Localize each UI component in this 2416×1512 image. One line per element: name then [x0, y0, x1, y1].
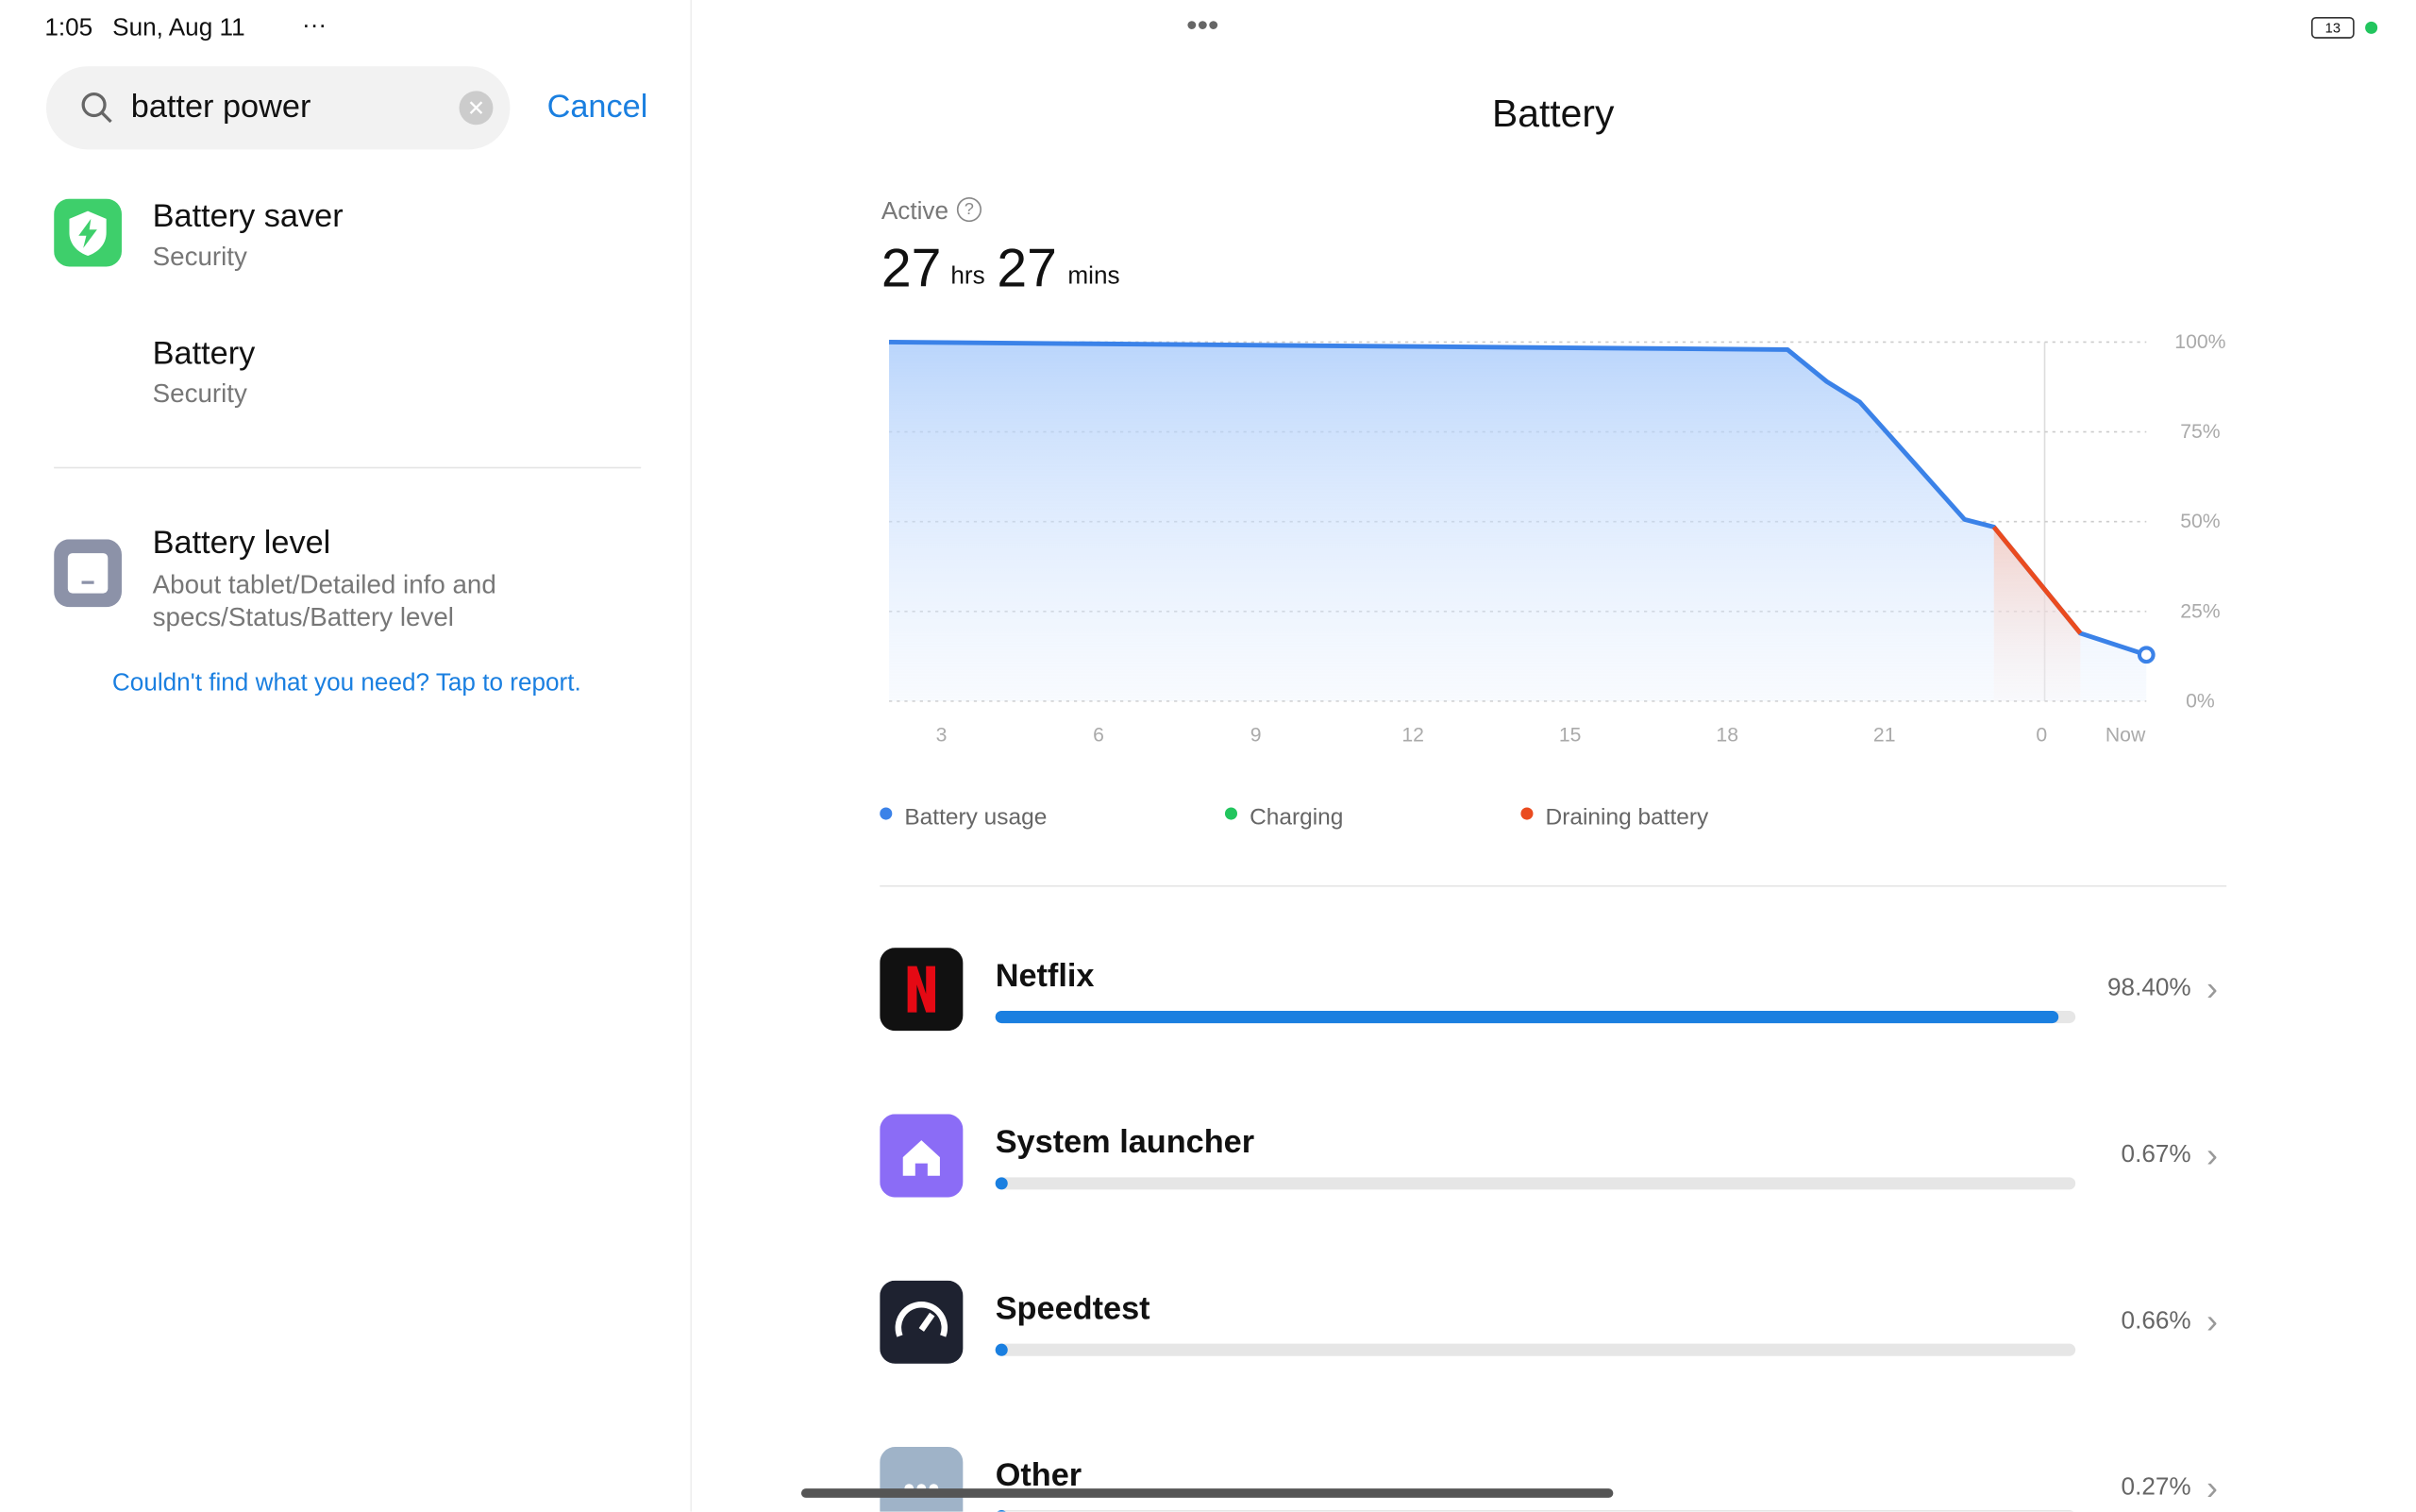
legend-dot: [880, 807, 893, 820]
search-query[interactable]: batter power: [130, 89, 311, 126]
home-indicator[interactable]: [800, 1488, 1614, 1498]
legend-label: Draining battery: [1546, 804, 1709, 830]
x-tick-label: 15: [1559, 724, 1582, 746]
app-name[interactable]: System launcher: [995, 1124, 1255, 1161]
usage-track: [995, 1177, 2076, 1190]
x-tick-label: 21: [1873, 724, 1896, 746]
app-percent: 0.67%: [2121, 1141, 2191, 1168]
legend-label: Battery usage: [904, 804, 1047, 830]
minutes-unit: mins: [1067, 263, 1120, 290]
app-name[interactable]: Speedtest: [995, 1291, 1150, 1327]
result-title[interactable]: Battery: [152, 335, 256, 372]
hours-unit: hrs: [950, 263, 985, 290]
status-more: ···: [301, 12, 327, 39]
x-tick-label: 9: [1250, 724, 1262, 746]
app-percent: 0.66%: [2121, 1308, 2191, 1335]
y-tick-label: 25%: [2180, 600, 2221, 622]
x-tick-label: 3: [936, 724, 948, 746]
usage-bar: [995, 1011, 2058, 1024]
chevron[interactable]: ›: [2206, 1468, 2218, 1507]
result-subtitle: Security: [152, 242, 247, 272]
app-icon: [880, 948, 964, 1032]
status-time: 1:05: [44, 15, 93, 42]
page-title: Battery: [1492, 92, 1615, 136]
report-link[interactable]: Couldn't find what you need? Tap to repo…: [111, 670, 581, 697]
app-percent: 0.27%: [2121, 1474, 2191, 1502]
result-title[interactable]: Battery saver: [152, 198, 344, 235]
y-tick-label: 100%: [2174, 331, 2225, 353]
window-handle[interactable]: •••: [1186, 8, 1219, 43]
result-subtitle: Security: [152, 378, 247, 409]
area: [1993, 527, 2081, 701]
tablet-icon: [54, 539, 122, 608]
chevron[interactable]: ›: [2206, 968, 2218, 1008]
area: [889, 342, 2147, 701]
search-icon: [81, 92, 112, 124]
left-panel: [0, 0, 693, 1512]
active-hours: 27: [881, 239, 942, 299]
x-tick-label: 18: [1716, 724, 1738, 746]
x-tick-label: 6: [1093, 724, 1104, 746]
battery-indicator: 13: [2310, 16, 2355, 39]
legend-dot: [1224, 807, 1238, 820]
current-point: [2137, 646, 2156, 664]
app-icon: [880, 1280, 964, 1364]
chevron[interactable]: ›: [2206, 1302, 2218, 1341]
cancel-button[interactable]: Cancel: [546, 89, 648, 126]
legend-label: Charging: [1250, 804, 1343, 830]
x-tick-label: 12: [1401, 724, 1424, 746]
usage-bar: [995, 1343, 1008, 1356]
app-percent: 98.40%: [2107, 975, 2191, 1002]
help-icon[interactable]: ?: [956, 196, 982, 223]
active-minutes: 27: [997, 239, 1057, 299]
active-label: Active: [881, 198, 949, 226]
battery-saver-icon: [54, 198, 122, 267]
result-title[interactable]: Battery level: [152, 525, 331, 562]
app-icon: [880, 1447, 964, 1512]
y-tick-label: 0%: [2186, 690, 2215, 712]
status-date: Sun, Aug 11: [112, 15, 245, 42]
line: [1991, 525, 2083, 635]
app-name[interactable]: Other: [995, 1457, 1082, 1494]
usage-bar: [995, 1177, 1008, 1190]
y-tick-label: 50%: [2180, 511, 2221, 532]
x-tick-label: 0: [2036, 724, 2047, 746]
x-tick-label: Now: [2106, 724, 2146, 746]
divider: [54, 466, 642, 469]
search-box[interactable]: [45, 66, 511, 150]
dot: [2365, 21, 2378, 34]
clear-button[interactable]: ✕: [459, 91, 494, 126]
usage-track: [995, 1343, 2076, 1356]
app-icon: [880, 1114, 964, 1198]
result-subtitle: About tablet/Detailed info and specs/Sta…: [152, 570, 496, 632]
chevron[interactable]: ›: [2206, 1135, 2218, 1175]
app-name[interactable]: Netflix: [995, 958, 1095, 995]
legend-dot: [1520, 807, 1534, 820]
y-tick-label: 75%: [2180, 421, 2221, 443]
